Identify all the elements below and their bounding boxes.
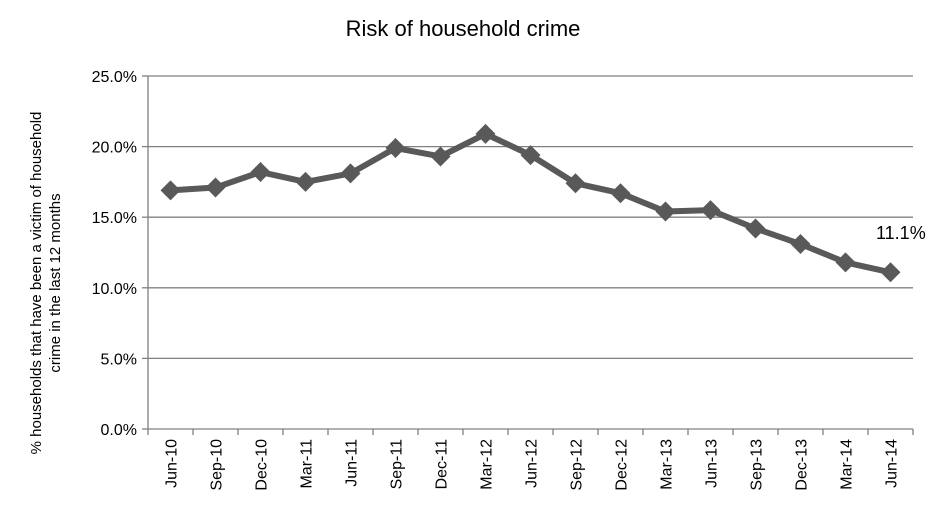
y-tick-labels: 0.0% 5.0% 10.0% 15.0% 20.0% 25.0%: [92, 69, 137, 439]
data-point: [790, 234, 811, 255]
x-tick-label: Dec-11: [434, 439, 451, 489]
data-point: [835, 252, 856, 273]
y-tick-label: 5.0%: [101, 351, 137, 368]
data-point: [475, 123, 496, 144]
x-tick-label: Mar-13: [659, 439, 676, 490]
x-tick-label: Jun-11: [344, 439, 361, 487]
y-axis-label-line1: % households that have been a victim of …: [28, 112, 45, 455]
y-tick-label: 20.0%: [92, 140, 137, 157]
x-tick-label: Dec-13: [794, 439, 811, 491]
data-point: [430, 146, 451, 167]
data-point: [610, 183, 631, 204]
x-tick-label: Jun-10: [164, 439, 181, 488]
x-tick-label: Jun-13: [704, 439, 721, 488]
x-tick-label: Sep-11: [389, 439, 406, 490]
data-label-last: 11.1%: [876, 223, 926, 243]
series: [160, 123, 901, 283]
x-tick-label: Jun-14: [884, 439, 901, 488]
x-tick-label: Dec-12: [614, 439, 631, 491]
x-tick-label: Sep-12: [569, 439, 586, 491]
x-tick-label: Sep-13: [749, 439, 766, 491]
data-point: [565, 173, 586, 194]
data-point: [160, 180, 181, 201]
x-tick-label: Mar-14: [839, 439, 856, 490]
gridlines: [142, 75, 913, 430]
data-point: [655, 201, 676, 222]
data-point: [205, 177, 226, 198]
data-point: [700, 200, 721, 221]
chart-title: Risk of household crime: [346, 16, 581, 41]
y-tick-label: 0.0%: [101, 422, 137, 439]
y-axis-label-line2: crime in the last 12 months: [47, 193, 64, 372]
data-point: [340, 163, 361, 184]
data-point: [295, 171, 316, 192]
x-tick-label: Sep-10: [209, 439, 226, 491]
y-tick-label: 25.0%: [92, 69, 137, 86]
data-point: [520, 145, 541, 166]
x-tick-label: Jun-12: [524, 439, 541, 488]
y-axis-label: % households that have been a victim of …: [28, 112, 64, 455]
x-tick-label: Dec-10: [254, 439, 271, 491]
data-point: [745, 218, 766, 239]
x-tick-labels: Jun-10 Sep-10 Dec-10 Mar-11 Jun-11 Sep-11 Dec-…: [164, 439, 901, 491]
axes: [147, 76, 914, 435]
y-tick-label: 10.0%: [92, 281, 137, 298]
data-point: [385, 138, 406, 159]
y-tick-label: 15.0%: [92, 210, 137, 227]
x-tick-label: Mar-12: [479, 439, 496, 490]
x-tick-label: Mar-11: [299, 439, 316, 489]
data-point: [880, 262, 901, 283]
data-point: [250, 162, 271, 183]
